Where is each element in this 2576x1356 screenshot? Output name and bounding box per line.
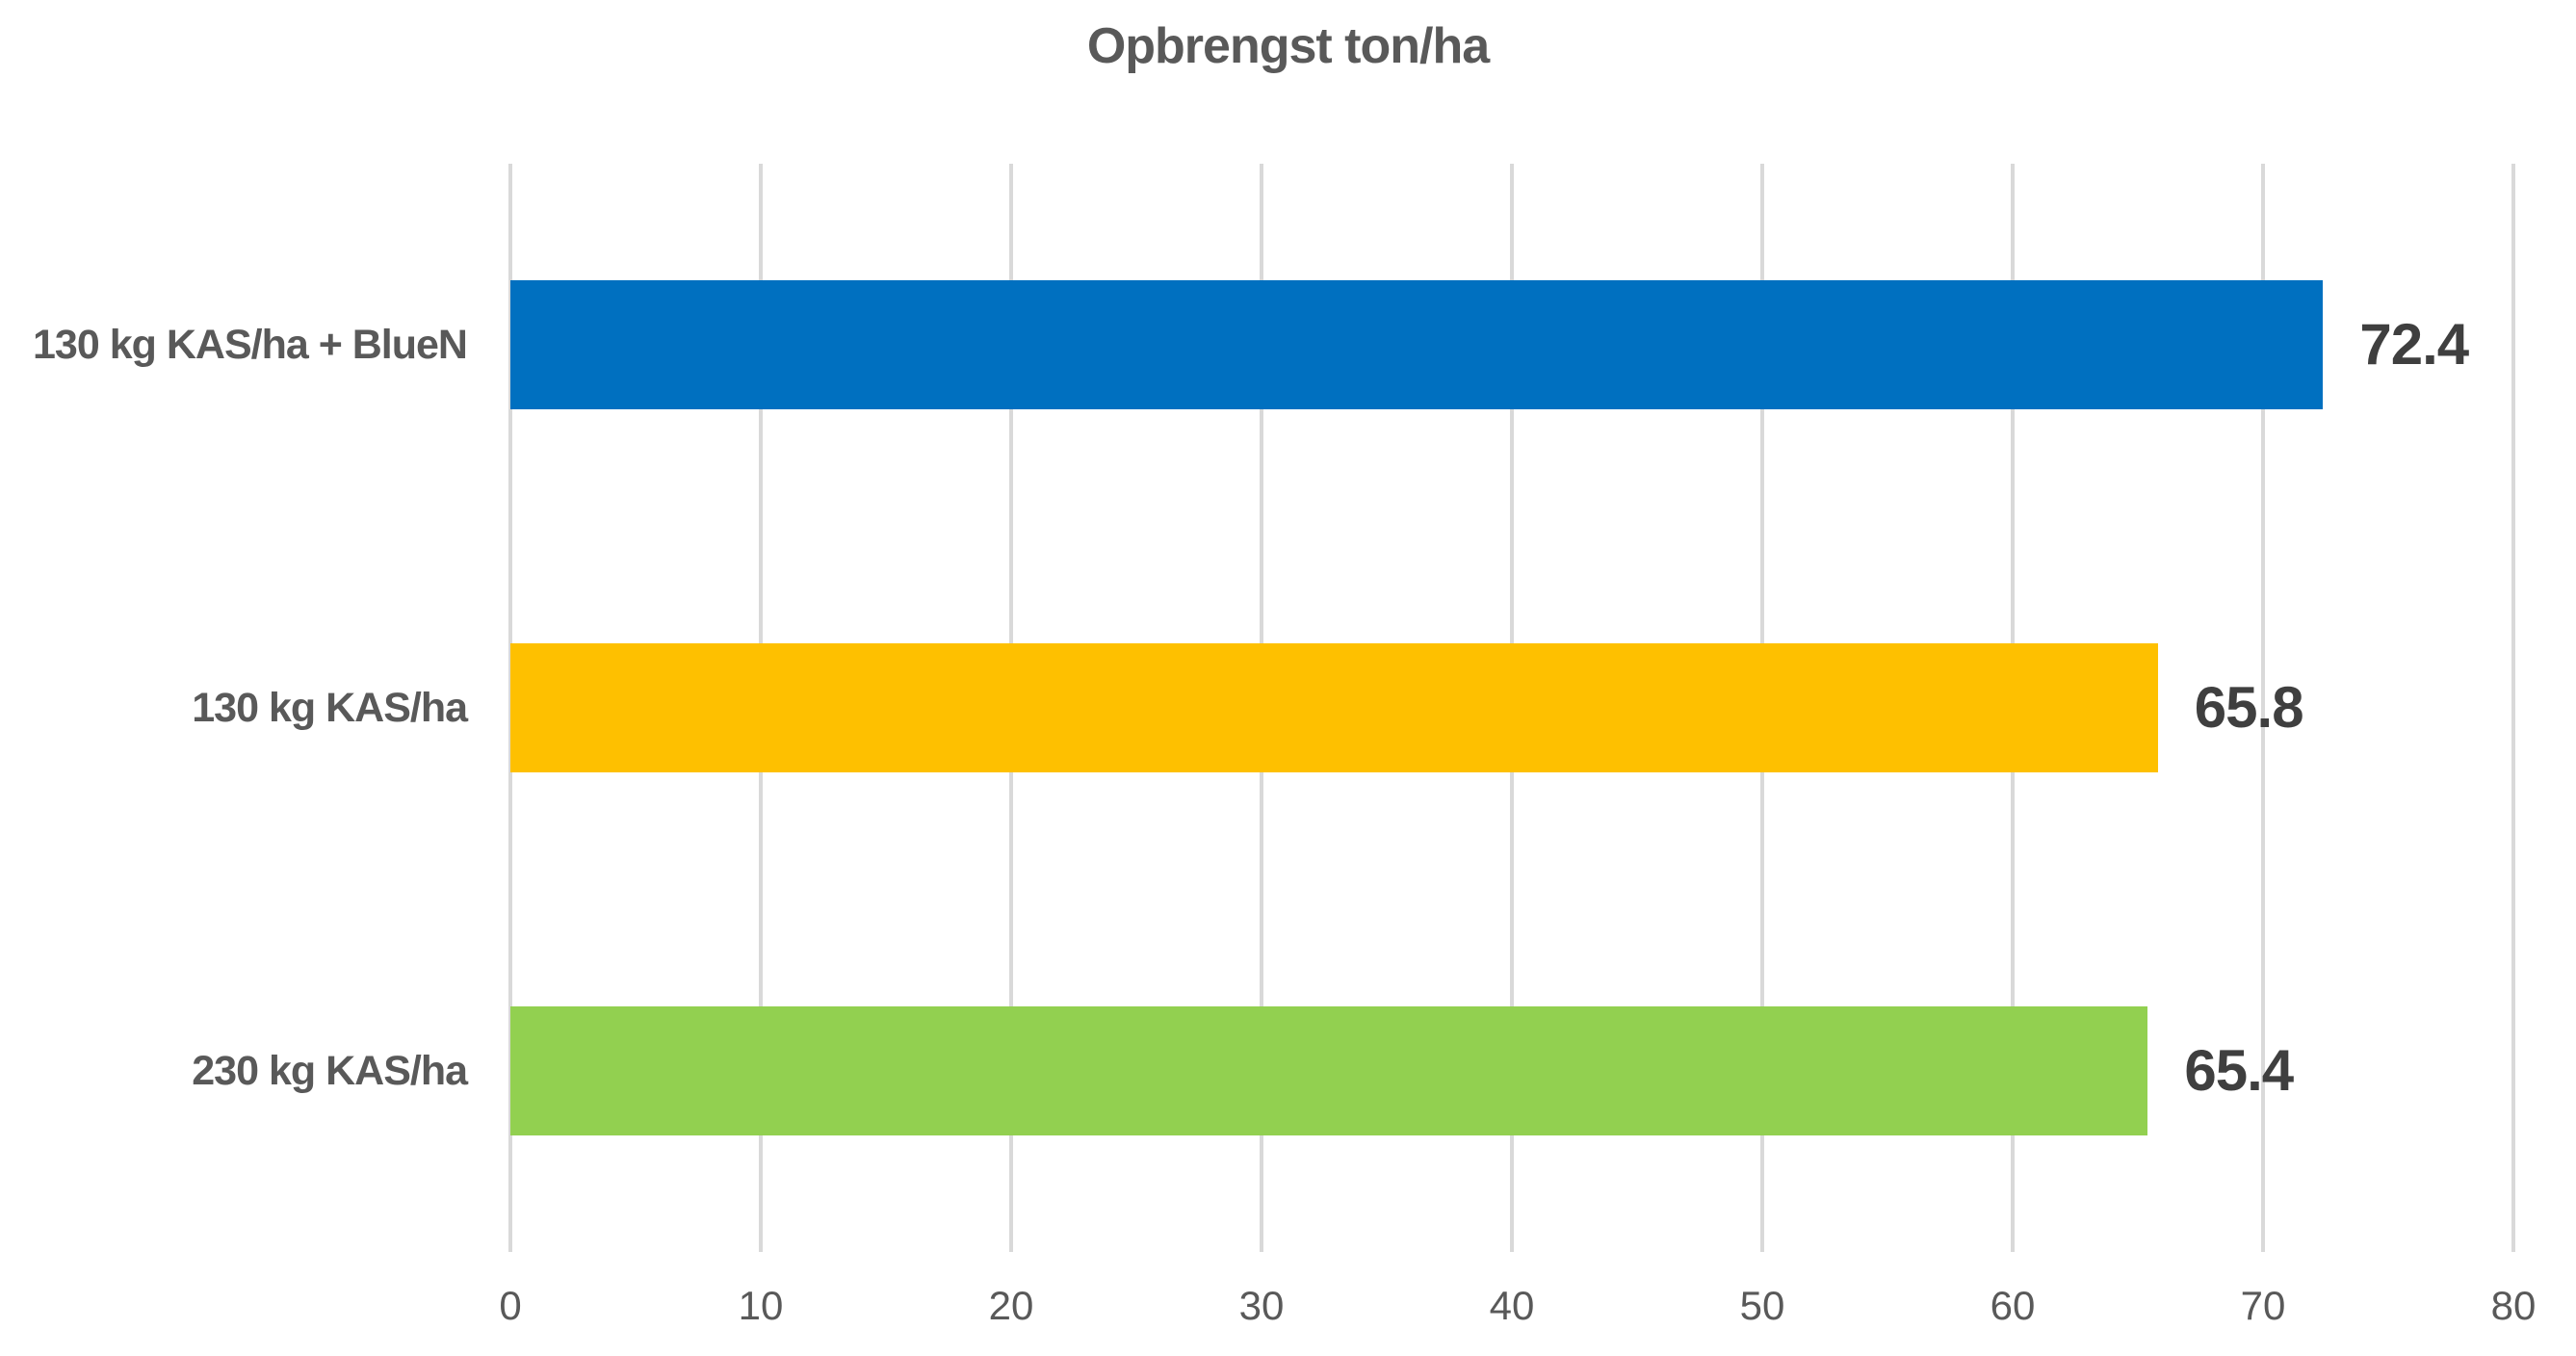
x-axis-tick-label: 0 [499,1283,522,1328]
x-axis-tick-label: 50 [1739,1283,1785,1328]
bar-2 [510,643,2158,772]
category-label: 130 kg KAS/ha [192,685,468,731]
x-axis-tick-label: 60 [1990,1283,2036,1328]
bar-3 [510,1005,2148,1135]
category-label: 230 kg KAS/ha [192,1047,468,1094]
x-axis-tick-label: 20 [988,1283,1034,1328]
x-axis-tick-label: 40 [1489,1283,1535,1328]
value-label: 65.4 [2184,1037,2294,1103]
x-axis-tick-label: 10 [738,1283,784,1328]
bar-1 [510,280,2324,410]
x-axis-tick-label: 80 [2490,1283,2537,1328]
chart-title: Opbrengst ton/ha [1086,18,1490,74]
x-axis-tick-label: 70 [2240,1283,2286,1328]
category-label: 130 kg KAS/ha + BlueN [33,322,468,369]
value-label: 65.8 [2194,675,2304,740]
gridline-70 [2261,164,2265,1252]
value-label: 72.4 [2359,312,2469,378]
x-axis-tick-label: 30 [1238,1283,1285,1328]
gridline-80 [2511,164,2515,1252]
